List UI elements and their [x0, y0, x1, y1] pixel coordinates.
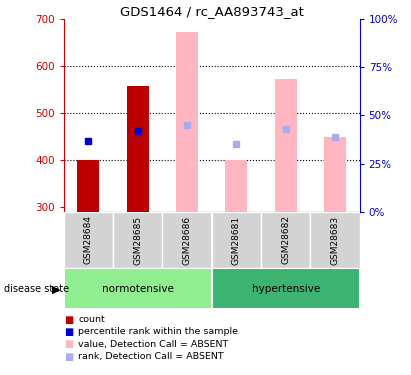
- Bar: [64, 268, 212, 309]
- Text: rank, Detection Call = ABSENT: rank, Detection Call = ABSENT: [78, 352, 224, 361]
- Text: count: count: [78, 315, 105, 324]
- Text: GSM28685: GSM28685: [133, 215, 142, 265]
- Bar: [275, 79, 297, 212]
- Bar: [127, 86, 149, 212]
- Text: GSM28686: GSM28686: [182, 215, 192, 265]
- Text: GSM28681: GSM28681: [232, 215, 241, 265]
- Bar: [310, 212, 360, 268]
- Bar: [225, 160, 247, 212]
- Bar: [212, 268, 360, 309]
- Bar: [162, 212, 212, 268]
- Text: ■: ■: [64, 352, 73, 362]
- Text: ▶: ▶: [53, 285, 61, 294]
- Text: disease state: disease state: [4, 285, 69, 294]
- Text: value, Detection Call = ABSENT: value, Detection Call = ABSENT: [78, 340, 229, 349]
- Bar: [77, 160, 99, 212]
- Bar: [212, 212, 261, 268]
- Bar: [64, 212, 113, 268]
- Bar: [113, 212, 162, 268]
- Text: hypertensive: hypertensive: [252, 284, 320, 294]
- Text: ■: ■: [64, 339, 73, 349]
- Text: ■: ■: [64, 327, 73, 337]
- Title: GDS1464 / rc_AA893743_at: GDS1464 / rc_AA893743_at: [120, 4, 304, 18]
- Text: GSM28682: GSM28682: [281, 216, 290, 264]
- Text: percentile rank within the sample: percentile rank within the sample: [78, 327, 238, 336]
- Bar: [261, 212, 310, 268]
- Bar: [176, 32, 198, 212]
- Text: GSM28684: GSM28684: [84, 216, 93, 264]
- Bar: [324, 136, 346, 212]
- Text: GSM28683: GSM28683: [330, 215, 339, 265]
- Text: normotensive: normotensive: [102, 284, 173, 294]
- Text: ■: ■: [64, 315, 73, 324]
